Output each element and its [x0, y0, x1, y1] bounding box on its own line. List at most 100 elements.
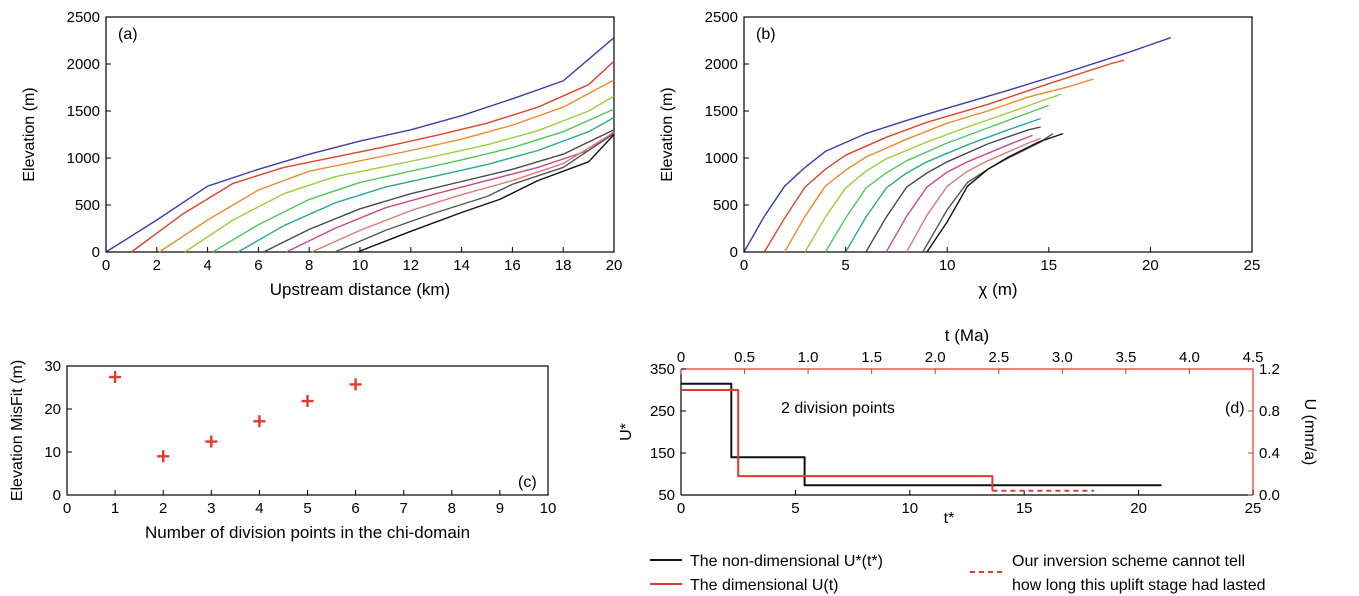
chart_data.3-tick-label: 0.4	[1259, 445, 1280, 462]
panel-b-series-line	[824, 104, 1050, 253]
chart_data.3-tick-label: 0	[677, 500, 685, 517]
panel-b-series-line	[844, 117, 1041, 253]
chart_data.0-tick-label: 18	[555, 257, 572, 274]
chart_data.1-tick-label: 20	[1142, 257, 1159, 274]
chart_data.3-tick-label: 0.0	[1259, 487, 1280, 504]
chart_data.3-tick-label: 2.5	[988, 349, 1009, 366]
misfit-point	[205, 435, 218, 448]
chart_data.3-tick-label: 4.5	[1243, 349, 1264, 366]
panel-a-series-line	[285, 131, 615, 253]
panel-a-series-line	[212, 108, 615, 253]
chart_data.3-tick-label: 4.0	[1179, 349, 1200, 366]
panel-a-series-line	[357, 134, 615, 253]
chart_data.0-tick-label: 500	[75, 197, 100, 214]
panel-b-series-line	[783, 78, 1094, 253]
chart_data.1-tick-label: 25	[1244, 257, 1261, 274]
chart_data.3-tick-label: 1.5	[861, 349, 882, 366]
panel-b-ylabel: Elevation (m)	[659, 87, 676, 181]
chart_data.0-tick-label: 12	[402, 257, 419, 274]
panel-b-xlabel: χ (m)	[978, 280, 1017, 299]
legend-dashed-label-line2: how long this uplift stage had lasted	[1012, 577, 1266, 594]
chart_data.0-tick-label: 2	[153, 257, 161, 274]
dim-step-line	[681, 389, 994, 491]
chart_data.2-tick-label: 4	[255, 500, 263, 517]
chart_data.0-tick-label: 16	[504, 257, 521, 274]
panel-b-series-line	[865, 126, 1041, 253]
chart_data.2-tick-label: 1	[111, 500, 119, 517]
chart_data.1-tick-label: 15	[1040, 257, 1057, 274]
chart_data.1-tick-label: 2000	[705, 56, 738, 73]
panel-b-series-line	[804, 93, 1062, 253]
chart_data.2-tick-label: 7	[400, 500, 408, 517]
panel-d-annotation: 2 division points	[781, 400, 895, 417]
misfit-point	[253, 415, 266, 428]
ndim-step-line	[681, 382, 1162, 487]
panel-b-label: (b)	[756, 26, 776, 43]
chart_data.2-tick-label: 20	[44, 401, 61, 418]
chart_data.3-tick-label: 5	[791, 500, 799, 517]
panel-a-series-line	[105, 37, 615, 253]
chart_data.0-tick-label: 0	[92, 244, 100, 261]
panel-d-ylabel: U*	[618, 423, 635, 441]
panel-a-series-line	[263, 129, 615, 253]
chart_data.3-tick-label: 10	[901, 500, 918, 517]
chart_data.1-tick-label: 1500	[705, 103, 738, 120]
chart_data.0-tick-label: 2000	[67, 56, 100, 73]
panel-c-xlabel: Number of division points in the chi-dom…	[145, 523, 470, 542]
chart_data.2-tick-label: 10	[540, 500, 557, 517]
chart_data.0-tick-label: 6	[254, 257, 262, 274]
panel-a-xlabel: Upstream distance (km)	[270, 280, 450, 299]
chart_data.0-tick-label: 10	[352, 257, 369, 274]
chart_data.3-tick-label: 350	[650, 361, 675, 378]
panel-b-frame	[743, 16, 1253, 253]
misfit-point	[301, 395, 314, 408]
legend-ndim-label: The non-dimensional U*(t*)	[690, 553, 883, 570]
chart_data.0-tick-label: 8	[305, 257, 313, 274]
chart_data.2-tick-label: 10	[44, 444, 61, 461]
chart_data.0-tick-label: 0	[102, 257, 110, 274]
chart_data.3-tick-label: 2.0	[925, 349, 946, 366]
chart_data.0-tick-label: 4	[203, 257, 211, 274]
chart_data.2-tick-label: 3	[207, 500, 215, 517]
chart_data.1-tick-label: 10	[939, 257, 956, 274]
chart_data.3-tick-label: 0.5	[734, 349, 755, 366]
panel-b-series-line	[743, 37, 1171, 253]
chart_data.3-tick-label: 3.5	[1115, 349, 1136, 366]
panel-a-ylabel: Elevation (m)	[21, 87, 38, 181]
chart_data.3-tick-label: 150	[650, 445, 675, 462]
chart_data.0-tick-label: 1000	[67, 150, 100, 167]
chart_data.1-tick-label: 0	[740, 257, 748, 274]
chart_data.2-tick-label: 0	[53, 487, 61, 504]
chart_data.2-tick-label: 6	[351, 500, 359, 517]
panel-a-series-line	[184, 95, 615, 253]
panel-d-xlabel: t*	[944, 510, 955, 527]
panel-d-label: (d)	[1225, 400, 1245, 417]
panel-d-y2label: U (mm/a)	[1301, 399, 1318, 466]
chart_data.0-tick-label: 14	[453, 257, 470, 274]
chart_data.2-tick-label: 8	[448, 500, 456, 517]
chart_data.3-tick-label: 1.0	[798, 349, 819, 366]
panel-d-x2label: t (Ma)	[945, 326, 989, 345]
legend-dashed-label-line1: Our inversion scheme cannot tell	[1012, 553, 1245, 570]
panel-c-frame	[66, 365, 549, 496]
chart_data.3-tick-label: 0.8	[1259, 403, 1280, 420]
chart_data.3-tick-label: 20	[1130, 500, 1147, 517]
panel-a-label: (a)	[118, 26, 138, 43]
chart_data.2-tick-label: 2	[159, 500, 167, 517]
panel-b-series-line	[926, 132, 1064, 253]
chart_data.2-tick-label: 30	[44, 358, 61, 375]
chart_data.0-tick-label: 20	[606, 257, 623, 274]
chart_data.0-tick-label: 2500	[67, 9, 100, 26]
panel-a-series-line	[237, 116, 615, 253]
misfit-point	[109, 371, 122, 384]
panel-c-ylabel: Elevation MisFit (m)	[9, 360, 26, 501]
chart_data.3-tick-label: 50	[658, 487, 675, 504]
panel-a-series-line	[311, 132, 615, 253]
panel-a-series-line	[334, 133, 615, 253]
chart_data.2-tick-label: 5	[303, 500, 311, 517]
legend-dim-label: The dimensional U(t)	[690, 577, 839, 594]
chart_data.1-tick-label: 2500	[705, 9, 738, 26]
misfit-point	[349, 378, 362, 391]
chart_data.1-tick-label: 500	[713, 197, 738, 214]
